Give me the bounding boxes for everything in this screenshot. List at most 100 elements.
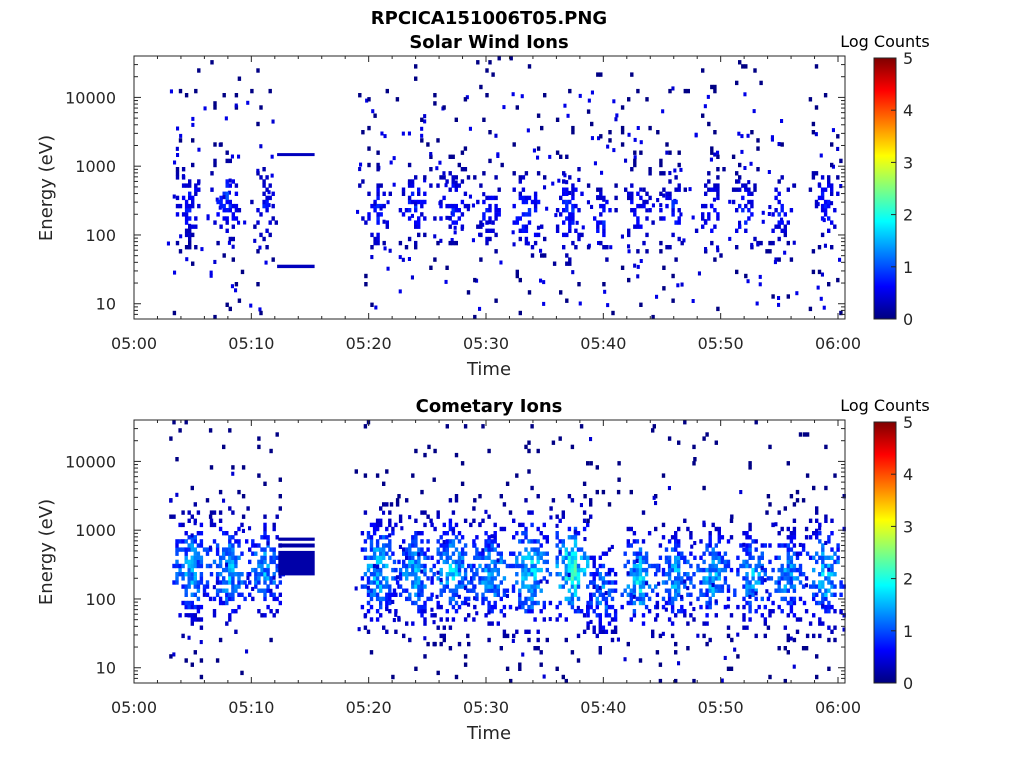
heatmap-cell bbox=[760, 543, 764, 548]
heatmap-cell bbox=[181, 522, 185, 528]
heatmap-cell bbox=[433, 526, 437, 532]
heatmap-cell bbox=[830, 183, 834, 188]
heatmap-cell bbox=[524, 228, 529, 233]
heatmap-cell bbox=[636, 220, 640, 225]
heatmap-cell bbox=[364, 282, 368, 287]
heatmap-cell bbox=[706, 94, 710, 99]
heatmap-cell bbox=[423, 452, 427, 458]
heatmap-cell bbox=[586, 613, 590, 618]
heatmap-cell bbox=[789, 609, 794, 614]
heatmap-cell bbox=[661, 572, 666, 577]
heatmap-cell bbox=[265, 228, 269, 233]
heatmap-cell bbox=[263, 514, 267, 519]
heatmap-cell bbox=[816, 285, 820, 290]
heatmap-cell bbox=[582, 567, 587, 573]
heatmap-cell bbox=[218, 588, 223, 593]
heatmap-cell bbox=[454, 592, 459, 597]
heatmap-cell bbox=[683, 613, 687, 618]
heatmap-cell bbox=[833, 637, 837, 643]
heatmap-cell bbox=[702, 592, 706, 597]
heatmap-cell bbox=[475, 592, 479, 597]
heatmap-cell bbox=[193, 547, 197, 552]
heatmap-cell bbox=[228, 428, 232, 433]
heatmap-cell bbox=[536, 225, 540, 230]
heatmap-cell bbox=[777, 142, 781, 147]
heatmap-cell bbox=[420, 133, 424, 138]
heatmap-cell bbox=[241, 514, 246, 519]
heatmap-cell bbox=[191, 162, 195, 168]
heatmap-cell bbox=[260, 572, 264, 577]
heatmap-cell bbox=[686, 646, 690, 651]
heatmap-cell bbox=[372, 576, 377, 581]
heatmap-cell bbox=[564, 572, 568, 577]
heatmap-cell bbox=[654, 501, 658, 506]
heatmap-cell bbox=[175, 203, 180, 209]
heatmap-cell bbox=[586, 555, 590, 560]
heatmap-cell bbox=[212, 559, 217, 565]
heatmap-cell bbox=[827, 203, 831, 209]
heatmap-cell bbox=[212, 609, 217, 614]
heatmap-cell bbox=[518, 662, 522, 667]
heatmap-cell bbox=[604, 604, 609, 610]
heatmap-cell bbox=[711, 563, 715, 569]
heatmap-cell bbox=[655, 601, 659, 606]
heatmap-cell bbox=[521, 584, 525, 589]
heatmap-cell bbox=[375, 564, 379, 569]
heatmap-cell bbox=[539, 609, 543, 614]
heatmap-cell bbox=[392, 156, 396, 161]
heatmap-cell bbox=[225, 600, 229, 606]
heatmap-cell bbox=[747, 187, 751, 192]
heatmap-cell bbox=[473, 175, 477, 180]
heatmap-cell bbox=[786, 543, 790, 548]
heatmap-cell bbox=[194, 216, 198, 221]
heatmap-cell bbox=[521, 576, 525, 581]
heatmap-cell bbox=[636, 224, 640, 229]
heatmap-cell bbox=[680, 240, 684, 246]
heatmap-cell bbox=[812, 555, 816, 560]
heatmap-cell bbox=[375, 522, 380, 528]
heatmap-cell bbox=[518, 216, 522, 221]
heatmap-cell bbox=[375, 518, 380, 523]
heatmap-cell bbox=[690, 544, 694, 549]
heatmap-cell bbox=[432, 572, 436, 577]
heatmap-cell bbox=[576, 609, 581, 614]
heatmap-cell bbox=[817, 269, 822, 275]
heatmap-cell bbox=[497, 56, 501, 61]
heatmap-cell bbox=[408, 551, 412, 556]
heatmap-cell bbox=[651, 203, 655, 208]
heatmap-cell bbox=[530, 563, 534, 569]
heatmap-cell bbox=[688, 187, 692, 192]
heatmap-cell bbox=[375, 576, 380, 581]
heatmap-cell bbox=[442, 584, 446, 589]
heatmap-cell bbox=[194, 183, 198, 188]
heatmap-cell bbox=[590, 121, 594, 127]
heatmap-cell bbox=[636, 88, 640, 94]
heatmap-cell bbox=[808, 306, 813, 312]
heatmap-cell bbox=[382, 547, 386, 552]
heatmap-cell bbox=[730, 637, 734, 643]
heatmap-cell bbox=[246, 100, 250, 105]
heatmap-cell bbox=[379, 584, 383, 589]
heatmap-cell bbox=[369, 650, 374, 655]
heatmap-cell bbox=[668, 245, 672, 250]
heatmap-cells bbox=[166, 56, 843, 320]
heatmap-cell bbox=[196, 510, 201, 515]
heatmap-cell bbox=[481, 596, 485, 602]
heatmap-cell bbox=[460, 600, 465, 606]
heatmap-cell bbox=[757, 580, 761, 585]
heatmap-cell bbox=[763, 604, 767, 610]
heatmap-cell bbox=[693, 457, 697, 462]
heatmap-cell bbox=[478, 494, 482, 499]
heatmap-cell bbox=[490, 621, 494, 626]
heatmap-cell bbox=[272, 547, 276, 552]
heatmap-cell bbox=[689, 563, 693, 569]
heatmap-cell bbox=[815, 535, 819, 540]
heatmap-cell bbox=[729, 613, 734, 618]
heatmap-cell bbox=[417, 604, 421, 610]
heatmap-cell bbox=[444, 279, 448, 284]
heatmap-cell bbox=[641, 613, 646, 618]
heatmap-cell bbox=[771, 600, 775, 606]
heatmap-cell bbox=[215, 572, 220, 577]
heatmap-cell bbox=[254, 551, 258, 556]
heatmap-cell bbox=[193, 551, 197, 556]
